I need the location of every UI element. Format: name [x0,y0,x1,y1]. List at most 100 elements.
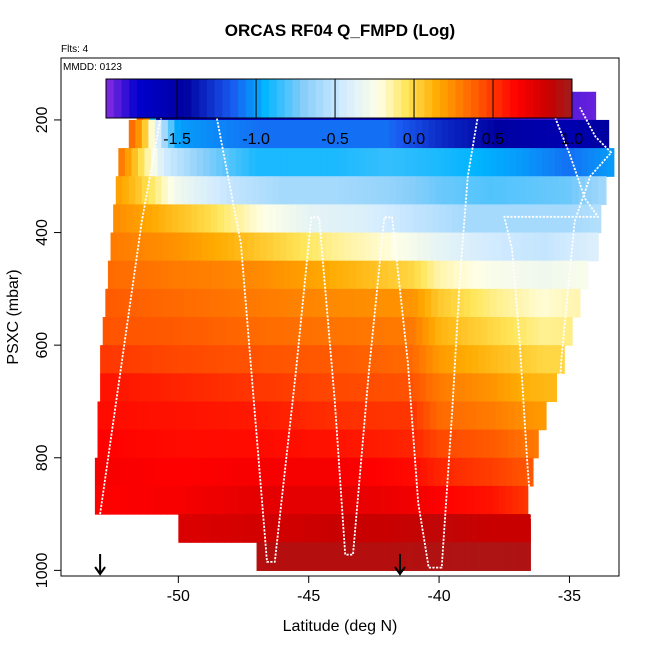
heatmap-cell [492,260,500,290]
heatmap-cell [173,260,181,290]
heatmap-cell [231,260,239,290]
heatmap-cell [582,204,590,234]
heatmap-cell [220,317,228,346]
heatmap-cell [487,176,495,205]
heatmap-cell [217,373,225,403]
heatmap-cell [572,176,580,205]
heatmap-cell [134,260,142,290]
heatmap-cell [317,119,325,149]
heatmap-cell [542,288,550,318]
heatmap-cell [471,345,479,374]
heatmap-cell [218,485,226,515]
heatmap-cell [347,204,355,234]
heatmap-cell [289,373,297,403]
heatmap-cell [472,485,481,515]
heatmap-cell [474,317,482,346]
heatmap-cell [419,373,427,403]
heatmap-cell [170,288,178,318]
heatmap-cell [286,232,294,262]
heatmap-cell [117,232,125,262]
heatmap-cell [179,485,187,515]
heatmap-cell [482,401,490,431]
heatmap-cell [289,345,297,374]
heatmap-cell [277,457,285,487]
heatmap-cell [243,514,251,543]
heatmap-cell [308,345,316,374]
heatmap-cell [399,514,408,543]
heatmap-cell [410,232,418,262]
heatmap-cell [491,514,499,543]
heatmap-cell [499,485,507,515]
heatmap-cell [136,401,144,431]
heatmap-cell [432,373,440,403]
heatmap-cell [459,457,468,487]
heatmap-cell [164,288,172,318]
heatmap-cell [191,345,199,374]
heatmap-cell [487,317,495,346]
heatmap-cell [242,148,250,177]
heatmap-cell [295,204,303,234]
flights-annotation: Flts: 4 [61,44,89,55]
heatmap-cell [565,317,573,346]
heatmap-cell [422,317,430,346]
heatmap-cell [471,514,479,543]
heatmap-cell [320,148,328,177]
heatmap-cell [184,514,192,543]
colorbar-segment [502,79,511,118]
heatmap-cell [409,119,417,149]
heatmap-cell [337,119,345,149]
heatmap-cell [419,514,427,543]
heatmap-cell [199,485,207,515]
heatmap-cell [393,373,401,403]
heatmap-cell [459,485,468,515]
heatmap-cell [427,457,435,487]
heatmap-cell [420,457,428,487]
heatmap-cell [144,288,152,318]
heatmap-cell [191,373,199,403]
heatmap-cell [389,119,397,149]
heatmap-cell [221,401,229,431]
heatmap-cell [586,232,594,262]
heatmap-cell [522,148,530,177]
heatmap-cell [390,401,398,431]
heatmap-cell [429,401,438,431]
heatmap-cell [367,542,375,571]
heatmap-cell [229,148,237,177]
heatmap-cell [140,457,148,487]
heatmap-cell [518,260,526,290]
heatmap-cell [443,429,451,459]
heatmap-cell [401,457,409,487]
heatmap-cell [458,373,466,403]
heatmap-cell [160,457,168,487]
heatmap-cell [499,457,507,487]
heatmap-cell [240,429,249,459]
heatmap-cell [449,232,457,262]
heatmap-cell [113,345,121,374]
heatmap-cell [217,345,225,374]
heatmap-cell [289,514,297,543]
heatmap-cell [578,119,586,149]
heatmap-cell [306,232,314,262]
heatmap-cell [452,542,460,571]
heatmap-cell [291,176,299,205]
heatmap-cell [406,204,414,234]
heatmap-cell [323,260,331,290]
heatmap-cell [308,514,316,543]
heatmap-cell [178,204,186,234]
heatmap-cell [452,514,460,543]
heatmap-cell [250,514,258,543]
colorbar-segment [564,79,573,118]
colorbar-segment [284,79,293,118]
heatmap-cell [295,514,303,543]
heatmap-cell [248,148,256,177]
heatmap-cell [256,204,264,234]
heatmap-cell [453,485,461,515]
colorbar-segment [292,79,301,118]
heatmap-cell [552,317,560,346]
heatmap-cell [566,232,574,262]
heatmap-cell [556,345,564,374]
heatmap-cell [521,429,529,459]
heatmap-cell [191,204,199,234]
heatmap-cell [458,345,466,374]
heatmap-cell [187,119,195,149]
